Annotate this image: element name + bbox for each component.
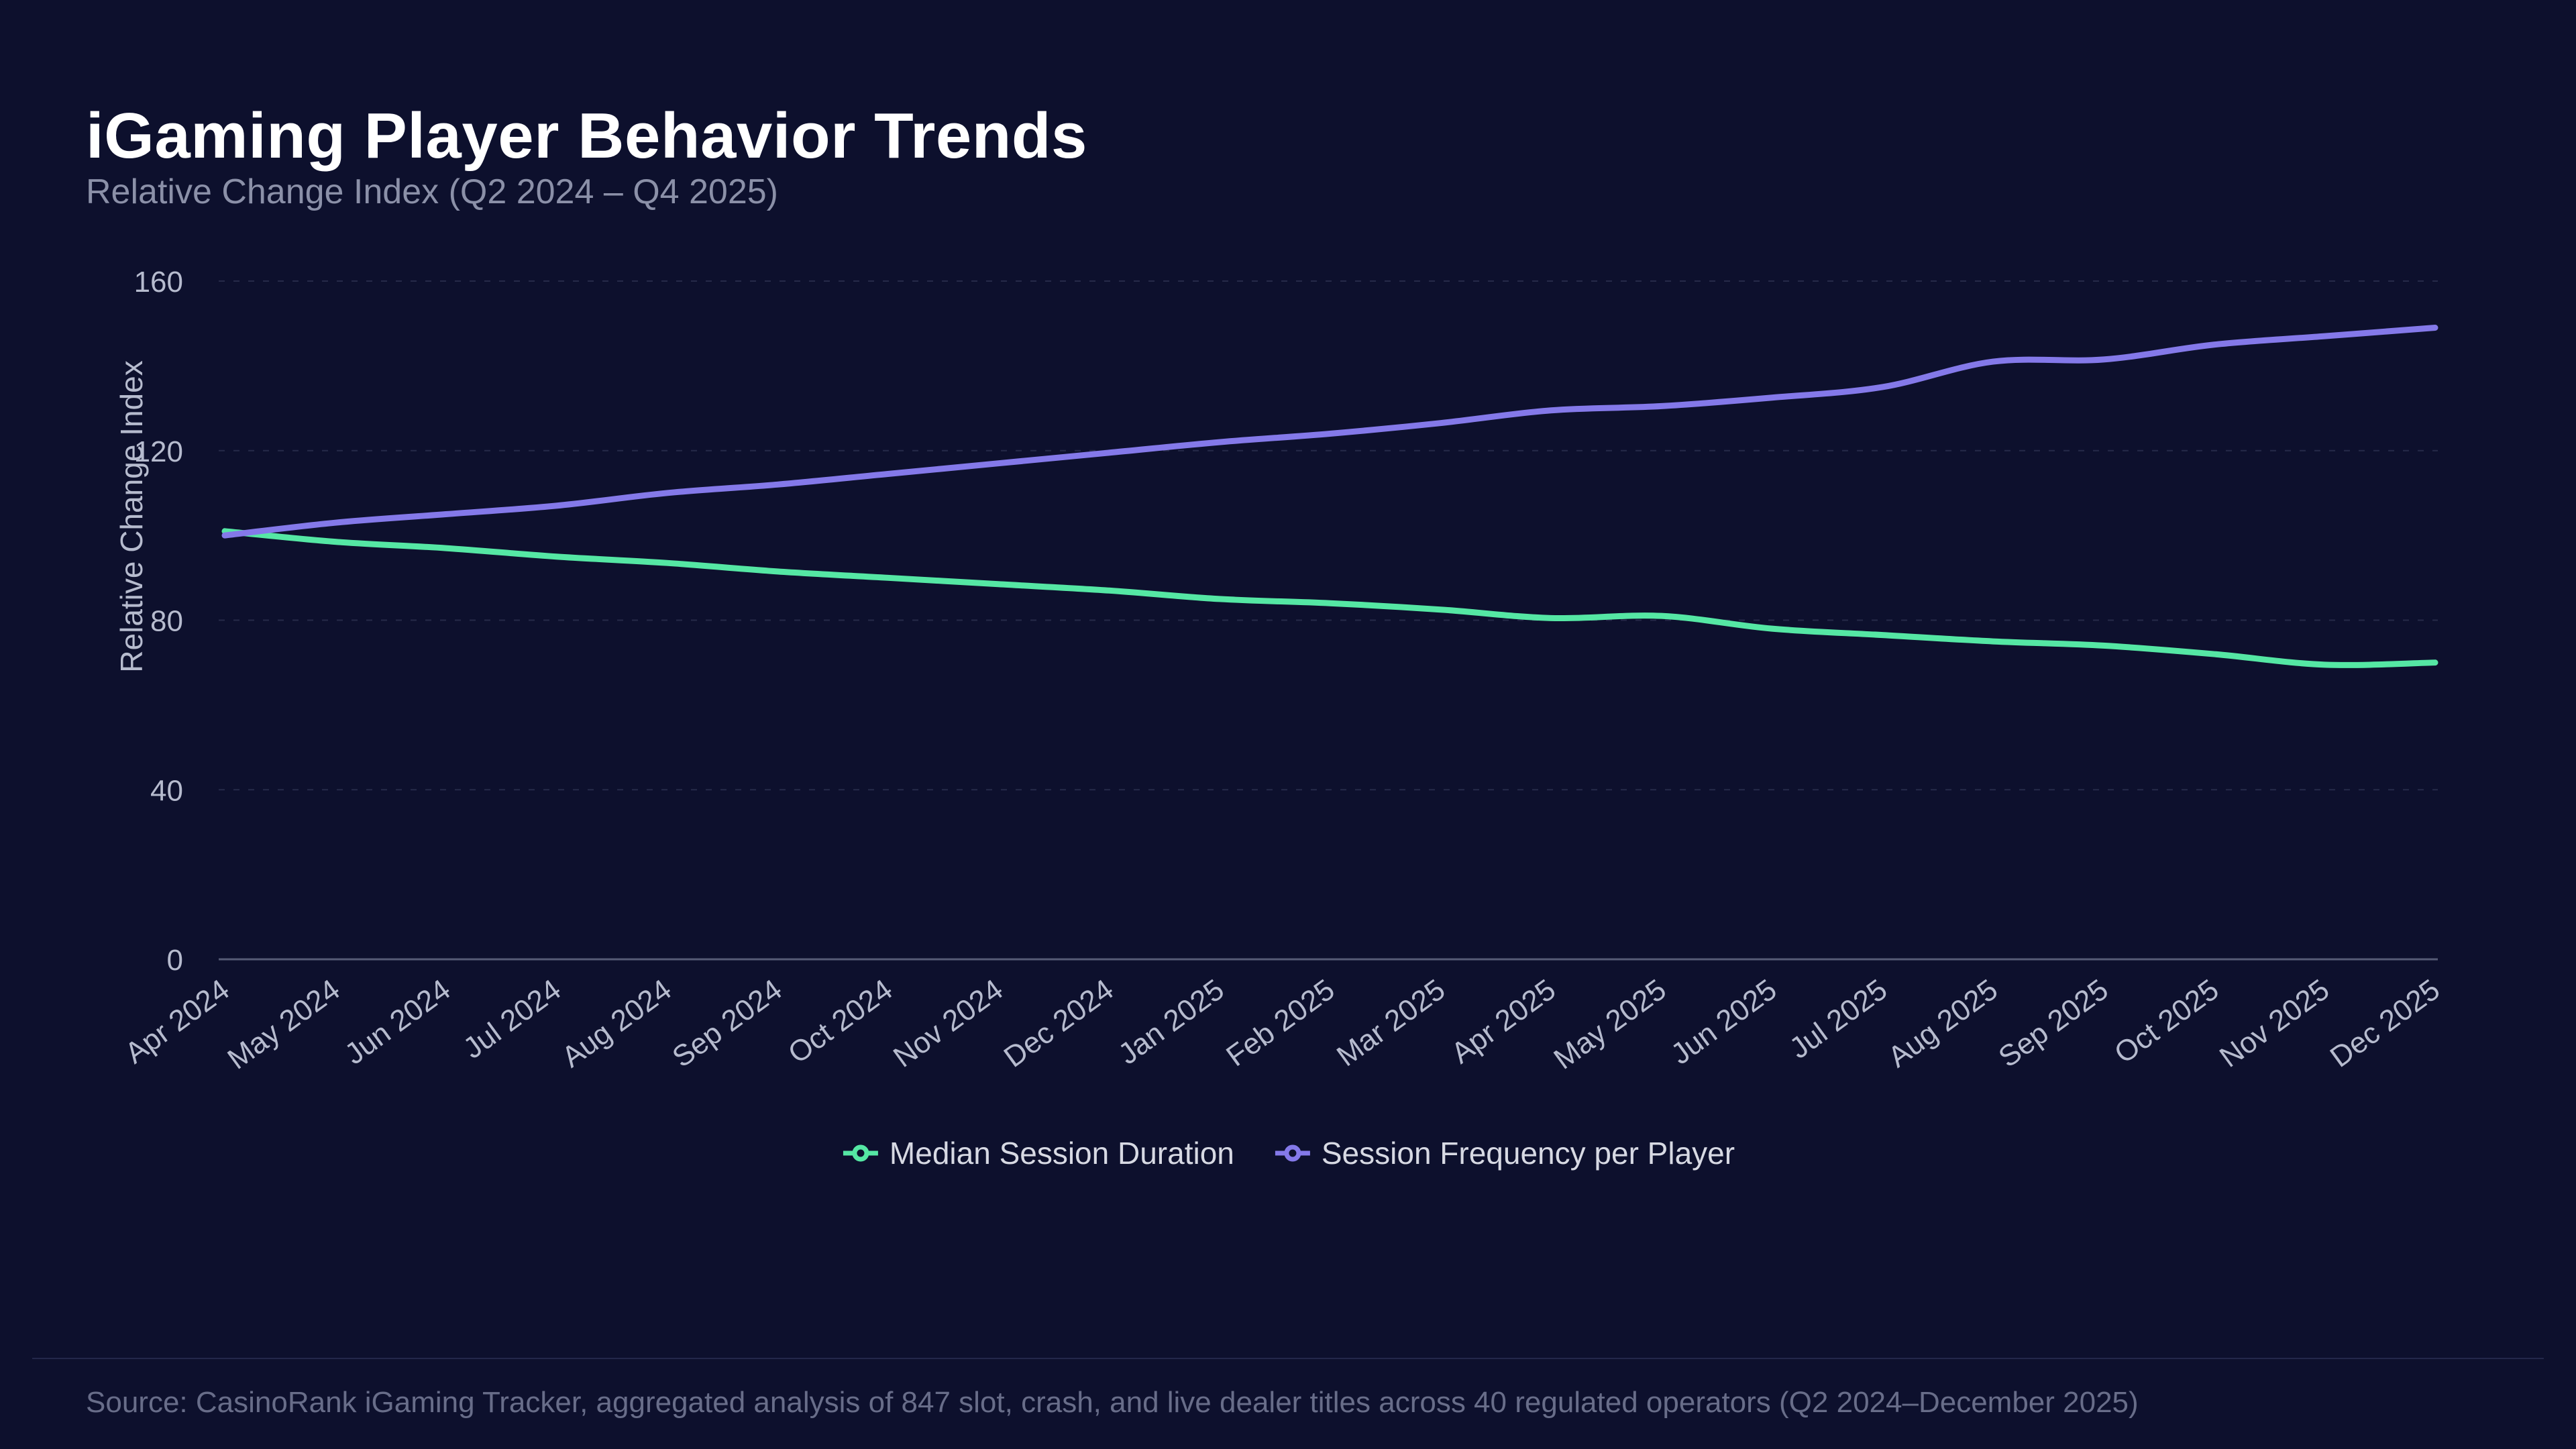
legend-item-median-session-duration[interactable]: Median Session Duration [841,1135,1234,1171]
x-tick-label-aug-2024: Aug 2024 [556,973,678,1073]
y-axis-title: Relative Change Index [114,360,149,672]
legend-marker-purple-icon [1275,1144,1310,1162]
x-tick-label-dec-2024: Dec 2024 [998,973,1120,1073]
y-tick-label-120: 120 [134,435,183,468]
x-tick-label-sep-2025: Sep 2025 [1992,973,2114,1073]
gridlines [219,280,2438,791]
page-title: iGaming Player Behavior Trends [86,100,1087,172]
x-tick-label-sep-2024: Sep 2024 [666,973,788,1073]
x-tick-label-oct-2024: Oct 2024 [782,973,898,1070]
x-tick-label-jun-2025: Jun 2025 [1665,973,1782,1071]
x-tick-label-jul-2024: Jul 2024 [458,973,567,1065]
x-tick-label-nov-2024: Nov 2024 [888,973,1009,1073]
footer-divider [32,1358,2544,1359]
x-tick-label-jul-2025: Jul 2025 [1784,973,1893,1065]
legend: Median Session Duration Session Frequenc… [841,1135,1735,1171]
series-line-session-frequency-per-player [221,325,2438,539]
x-tick-label-dec-2025: Dec 2025 [2324,973,2446,1073]
y-tick-label-160: 160 [134,266,183,299]
y-tick-label-40: 40 [150,774,183,807]
source-note: Source: CasinoRank iGaming Tracker, aggr… [86,1386,2139,1419]
x-tick-label-may-2025: May 2025 [1548,973,1672,1075]
x-tick-label-feb-2025: Feb 2025 [1220,973,1340,1073]
legend-item-session-frequency[interactable]: Session Frequency per Player [1273,1135,1735,1171]
page-subtitle: Relative Change Index (Q2 2024 – Q4 2025… [86,172,779,211]
x-tick-label-apr-2025: Apr 2025 [1446,973,1562,1070]
x-tick-label-aug-2025: Aug 2025 [1882,973,2004,1073]
x-tick-label-oct-2025: Oct 2025 [2108,973,2224,1070]
y-tick-label-80: 80 [150,605,183,638]
x-tick-label-mar-2025: Mar 2025 [1331,973,1451,1073]
y-axis-tick-labels: 0 40 80 120 160 [134,266,183,977]
legend-label: Session Frequency per Player [1321,1136,1735,1171]
legend-label: Median Session Duration [889,1136,1234,1171]
x-tick-label-nov-2025: Nov 2025 [2214,973,2335,1073]
x-tick-label-may-2024: May 2024 [221,973,345,1075]
x-tick-label-jun-2024: Jun 2024 [339,973,456,1071]
series-line-median-session-duration [221,528,2438,668]
legend-marker-green-icon [843,1144,878,1162]
y-tick-label-0: 0 [167,944,183,977]
x-tick-label-apr-2024: Apr 2024 [119,973,235,1070]
series-lines [221,325,2438,668]
x-tick-label-jan-2025: Jan 2025 [1112,973,1230,1071]
